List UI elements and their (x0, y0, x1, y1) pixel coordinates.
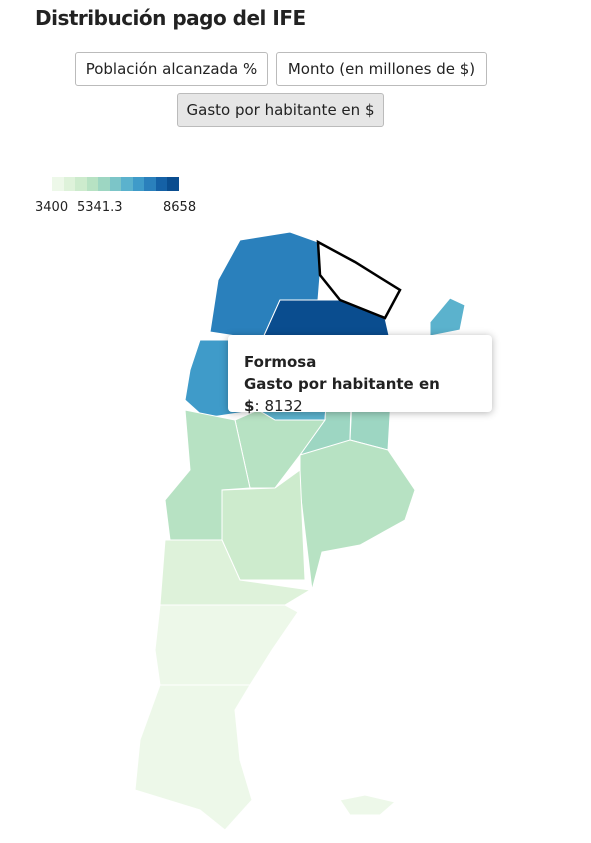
legend-label: 3400 (35, 200, 69, 215)
province[interactable] (299, 439, 416, 591)
legend-scale (52, 177, 179, 191)
tooltip-region: Formosa (244, 353, 317, 371)
province[interactable] (429, 297, 466, 337)
province[interactable] (154, 604, 299, 686)
legend-swatch (109, 177, 121, 191)
legend-swatch (86, 177, 98, 191)
legend-label: 8658 (163, 200, 197, 215)
legend-swatch (155, 177, 167, 191)
legend-label: 5341.3 (77, 200, 123, 215)
legend-swatch (52, 177, 64, 191)
tab-button[interactable]: Gasto por habitante en $ (177, 93, 384, 127)
title: Distribución pago del IFE (35, 6, 306, 30)
tooltip-value: 8132 (264, 397, 303, 415)
legend-swatch (121, 177, 133, 191)
legend-swatch (144, 177, 156, 191)
legend-swatch (63, 177, 75, 191)
province[interactable] (134, 684, 253, 831)
tab-button[interactable]: Monto (en millones de $) (276, 52, 487, 86)
legend-swatch (75, 177, 87, 191)
legend-swatch (132, 177, 144, 191)
tab-button[interactable]: Población alcanzada % (75, 52, 268, 86)
highlight (316, 239, 402, 320)
legend-swatch (98, 177, 110, 191)
legend-swatch (167, 177, 179, 191)
tooltip: Formosa Gasto por habitante en $: 8132 (228, 335, 492, 415)
province[interactable] (339, 794, 397, 816)
tooltip-separator: : (254, 397, 260, 415)
tooltip-label: Gasto por habitante en $ (244, 375, 440, 415)
